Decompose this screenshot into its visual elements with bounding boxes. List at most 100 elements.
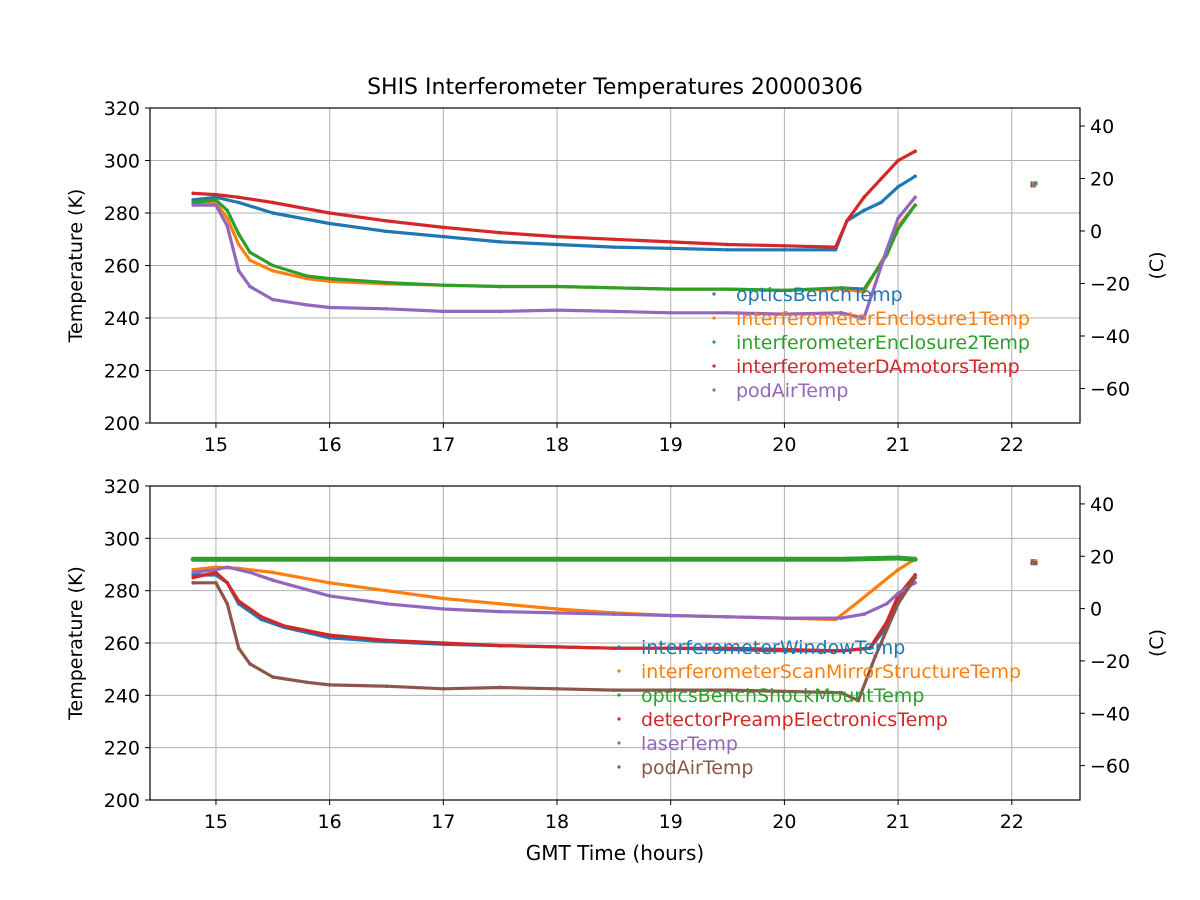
x-tick-label: 19 (659, 434, 683, 456)
x-tick-label: 21 (886, 434, 910, 456)
data-point (612, 557, 616, 562)
data-point (612, 245, 616, 249)
data-point (668, 246, 673, 251)
data-point (833, 245, 838, 249)
y-right-tick-label: −60 (1090, 756, 1130, 778)
data-point (725, 310, 730, 315)
data-point (896, 591, 900, 596)
y-tick-label: 220 (104, 738, 140, 760)
data-point (191, 570, 196, 575)
legend-marker (712, 316, 716, 320)
data-point (327, 557, 332, 562)
data-point (498, 685, 502, 690)
data-point (782, 689, 787, 694)
x-tick-label: 17 (431, 811, 455, 833)
legend-label: interferometerDAmotorsTemp (736, 356, 1020, 378)
y-tick-label: 200 (104, 790, 140, 812)
data-point (191, 581, 196, 585)
data-point (441, 607, 446, 611)
data-point (833, 247, 838, 252)
data-point (305, 274, 309, 278)
data-point (384, 307, 389, 311)
legend-marker (617, 717, 621, 721)
data-point (270, 211, 275, 215)
data-point (782, 244, 787, 248)
figure-title: SHIS Interferometer Temperatures 2000030… (367, 75, 863, 100)
data-point (725, 242, 730, 247)
data-point (913, 557, 917, 562)
legend-marker (617, 645, 621, 649)
y-right-tick-label: −40 (1090, 326, 1130, 348)
data-point (555, 645, 559, 649)
y-right-axis-label: (C) (1146, 629, 1168, 657)
data-point (282, 624, 286, 628)
data-point (725, 247, 730, 252)
data-point (884, 620, 889, 624)
data-point (873, 586, 878, 590)
data-point (862, 316, 866, 320)
data-point (725, 688, 730, 692)
data-point (327, 635, 332, 640)
y-tick-label: 280 (104, 203, 140, 225)
data-point (441, 225, 446, 230)
data-point (862, 287, 866, 291)
data-point (384, 280, 389, 285)
data-point (498, 601, 502, 606)
data-point (191, 575, 196, 580)
y-axis-label: Temperature (K) (65, 566, 87, 721)
data-point (839, 649, 844, 653)
data-point (248, 570, 252, 575)
data-point (856, 698, 861, 703)
data-point (668, 688, 673, 692)
y-tick-label: 300 (104, 528, 140, 550)
bottom-panel: 15 16 17 18 19 20 21 22200220240260280300320−60… (65, 476, 1168, 833)
data-point (384, 684, 389, 688)
data-point (236, 195, 241, 200)
data-point (214, 581, 218, 585)
data-point (225, 581, 230, 585)
data-point (555, 607, 559, 611)
x-tick-label: 17 (431, 434, 455, 456)
legend-marker (712, 292, 716, 296)
y-right-tick-label: 0 (1090, 599, 1102, 621)
y-right-tick-label: −20 (1090, 273, 1130, 295)
series-podAirTemp (191, 575, 917, 703)
series-line (191, 149, 917, 249)
data-point (214, 567, 218, 572)
y-right-tick-label: 0 (1090, 221, 1102, 243)
y-right-axis-label: (C) (1146, 251, 1168, 279)
data-point (668, 613, 673, 618)
data-point (236, 242, 241, 247)
legend-label: opticsBenchShockMountTemp (641, 685, 924, 707)
data-point (612, 286, 616, 290)
data-point (884, 601, 889, 606)
data-point (725, 615, 730, 619)
x-tick-label: 16 (318, 811, 342, 833)
series-laserTemp (191, 565, 917, 620)
series-podAirTemp (191, 195, 917, 320)
series-detectorPreampElectronicsTemp (191, 570, 917, 653)
data-point (668, 240, 673, 244)
y-right-tick-label: 20 (1090, 168, 1114, 190)
data-point (384, 601, 389, 606)
y-tick-label: 280 (104, 581, 140, 603)
y-tick-label: 240 (104, 685, 140, 707)
data-point (782, 247, 787, 252)
data-point (879, 177, 883, 181)
data-point (384, 588, 389, 593)
stray-data-point (1032, 183, 1037, 188)
data-point (270, 200, 275, 205)
y-tick-label: 220 (104, 361, 140, 383)
data-point (612, 688, 616, 692)
y-right-tick-label: 40 (1090, 494, 1114, 516)
data-point (845, 219, 849, 223)
data-point (270, 557, 275, 562)
legend-label: interferometerEnclosure1Temp (736, 308, 1030, 330)
data-point (612, 646, 616, 651)
y-tick-label: 260 (104, 256, 140, 278)
data-point (913, 573, 917, 577)
data-point (498, 643, 502, 648)
data-point (668, 557, 673, 562)
legend-label: detectorPreampElectronicsTemp (641, 709, 948, 731)
data-point (896, 226, 900, 231)
